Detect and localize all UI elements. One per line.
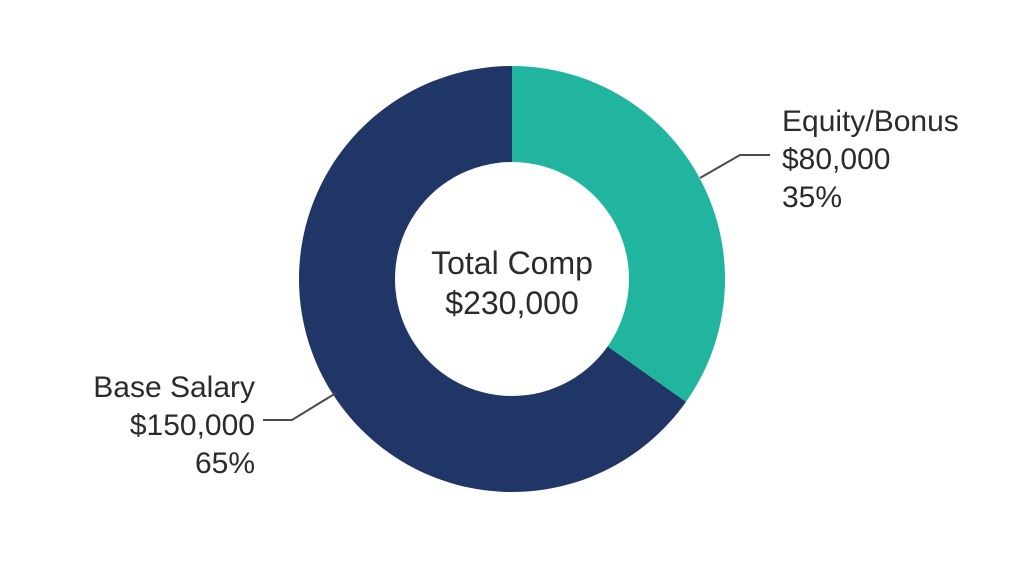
slice-base-salary <box>298 66 687 492</box>
slices-layer <box>298 66 725 492</box>
center-label-title: Total Comp <box>431 245 593 281</box>
slice-label-equity-bonus-name: Equity/Bonus <box>782 105 959 138</box>
leader-line-base-salary <box>263 392 337 421</box>
leaders-layer <box>263 154 770 421</box>
slice-label-base-salary-value: $150,000 <box>130 409 255 442</box>
center-label-total: $230,000 <box>445 285 578 321</box>
slice-label-base-salary-percent: 65% <box>195 447 255 480</box>
leader-line-equity-bonus <box>699 154 770 179</box>
slice-equity-bonus <box>512 66 725 402</box>
slice-label-equity-bonus-value: $80,000 <box>782 143 890 176</box>
slice-label-equity-bonus-percent: 35% <box>782 181 842 214</box>
slice-label-base-salary-name: Base Salary <box>93 371 255 404</box>
